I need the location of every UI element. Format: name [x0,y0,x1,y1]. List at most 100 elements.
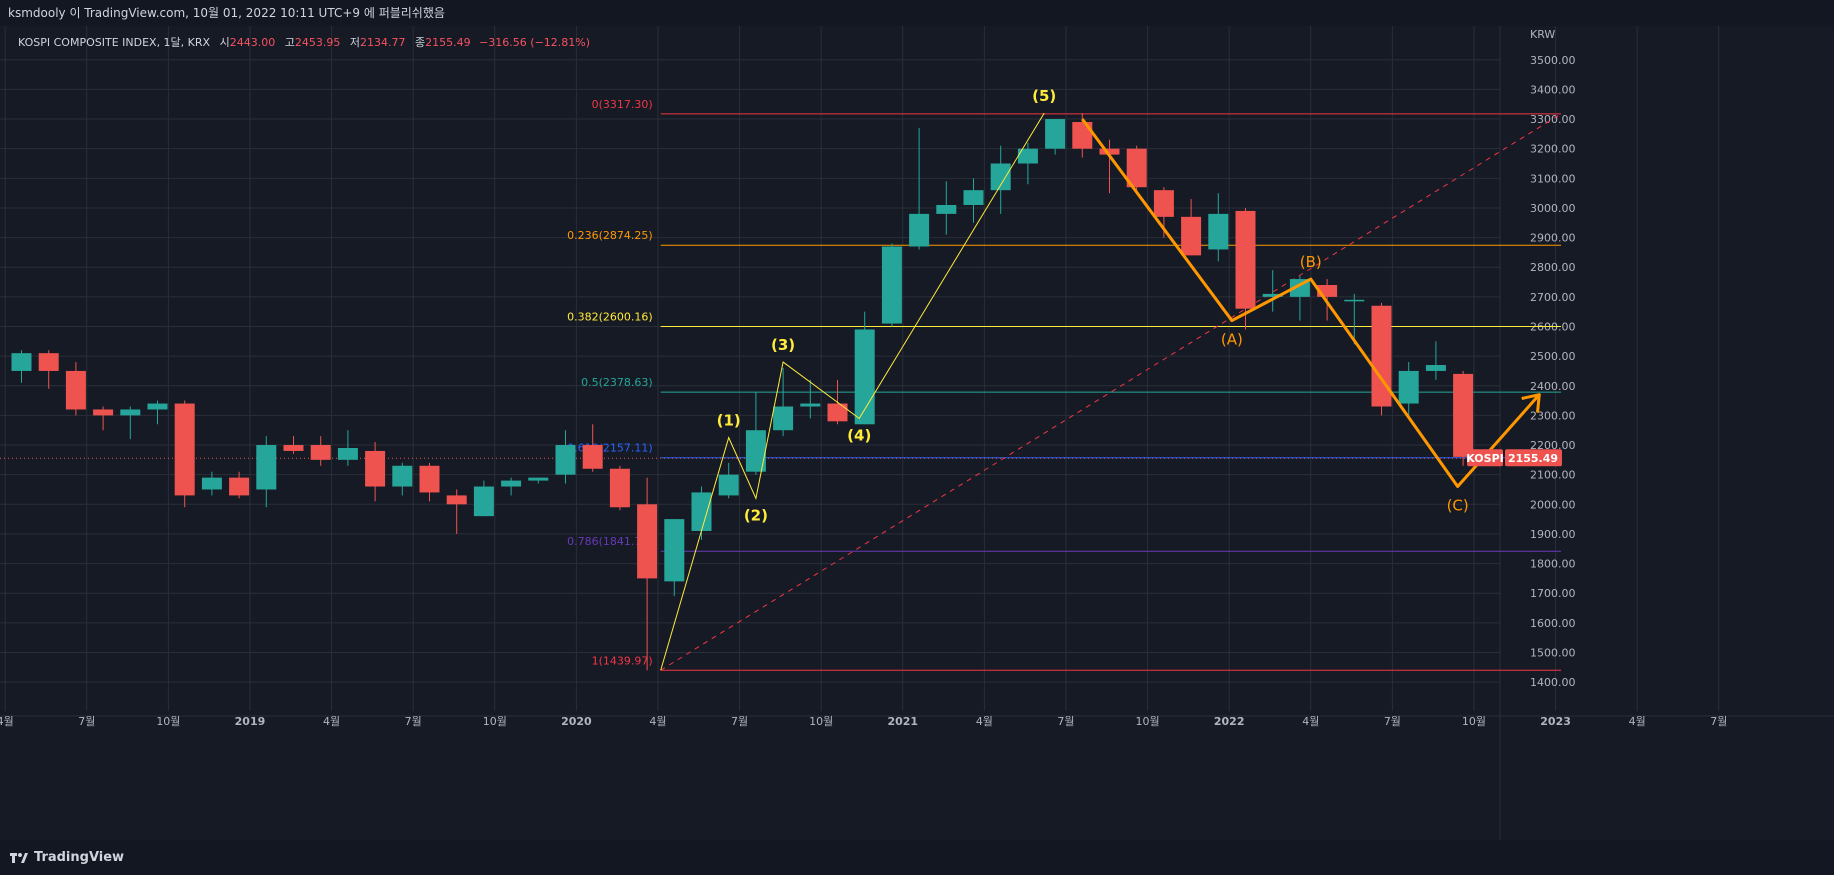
impulse-wave-label: (5) [1032,87,1056,105]
candle-body [1425,365,1446,371]
x-tick-label: 7월 [1384,715,1401,728]
candle-body [147,403,168,410]
y-tick-label: 1900.00 [1530,528,1576,541]
candle-body [881,246,902,324]
tradingview-logo-icon [10,852,28,863]
publisher-line: ksmdooly 이 TradingView.com, 10월 01, 2022… [0,0,1834,26]
candle-body [473,486,494,517]
x-tick-label: 4월 [649,715,666,728]
x-tick-label: 10월 [1462,715,1486,728]
footer-bar: TradingView [0,840,1834,875]
x-tick-label: 7월 [731,715,748,728]
fib-level-label: 0(3317.30) [592,98,653,111]
candle-body [256,445,277,490]
price-tag-value-box [1505,449,1562,467]
candle-body [691,492,712,531]
candle-body [582,445,603,469]
y-tick-label: 3200.00 [1530,143,1576,156]
candle-body [637,504,658,579]
chart-svg[interactable]: 3500.00 3400.00 3300.00 3200.00 3100.00 3000.… [0,26,1834,840]
x-tick-label: 4월 [323,715,340,728]
x-tick-label: 2023 [1540,715,1571,728]
y-tick-label: 3300.00 [1530,113,1576,126]
y-tick-label: 2300.00 [1530,409,1576,422]
candle-body [446,495,467,505]
candle-body [1453,373,1474,457]
currency-label: KRW [1530,28,1555,41]
candle-body [1181,216,1202,256]
x-tick-label: 2019 [235,715,266,728]
candle-body [555,445,576,475]
x-tick-label: 7월 [1710,715,1727,728]
y-tick-label: 1600.00 [1530,617,1576,630]
impulse-wave-label: (3) [771,336,795,354]
x-tick-label: 2020 [561,715,592,728]
y-tick-label: 2500.00 [1530,350,1576,363]
x-tick-label: 4월 [1302,715,1319,728]
x-tick-label: 7월 [78,715,95,728]
candle-body [392,465,413,487]
candle-body [800,403,821,407]
x-tick-label: 4월 [1629,715,1646,728]
candle-body [745,430,766,472]
candle-body [11,353,32,371]
y-tick-label: 2100.00 [1530,469,1576,482]
y-tick-label: 2000.00 [1530,498,1576,511]
candle-body [1208,213,1229,250]
fib-level-label: 1(1439.97) [592,654,653,667]
candle-body [1344,299,1365,302]
y-tick-label: 3500.00 [1530,54,1576,67]
candle-body [1099,148,1120,155]
x-tick-label: 7월 [1057,715,1074,728]
arrow-head-icon [1521,393,1541,413]
candle-body [65,370,86,410]
candle-body [609,468,630,508]
low-label: 저 [349,36,360,49]
tradingview-brand[interactable]: TradingView [34,850,125,865]
candle-body [365,450,386,487]
fib-level-label: 0.382(2600.16) [567,310,653,323]
impulse-wave-label: (2) [744,506,768,524]
fib-level-label: 0.236(2874.25) [567,229,653,242]
candle-body [38,353,59,371]
fib-trend-line [660,113,1562,671]
x-tick-label: 10월 [809,715,833,728]
x-tick-label: 10월 [156,715,180,728]
price-tag-symbol-box [1467,449,1503,467]
y-tick-label: 2900.00 [1530,232,1576,245]
y-tick-label: 1700.00 [1530,587,1576,600]
impulse-wave-label: (1) [717,412,741,430]
candle-body [419,465,440,493]
candle-body [93,409,114,416]
y-tick-label: 1800.00 [1530,558,1576,571]
open-label: 시 [219,36,230,49]
candle-body [174,403,195,496]
y-tick-label: 2600.00 [1530,320,1576,333]
candle-body [1235,210,1256,309]
fib-level-label: 0.786(1841.72) [567,535,653,548]
price-tag-value: 2155.49 [1508,452,1558,465]
x-tick-label: 10월 [1136,715,1160,728]
candle-body [501,480,522,487]
candle-body [337,447,358,460]
y-tick-label: 2700.00 [1530,291,1576,304]
candle-body [1045,119,1066,149]
correction-wave-label: (B) [1300,253,1322,271]
candle-body [909,213,930,247]
candle-body [1153,190,1174,217]
candle-body [718,474,739,496]
price-tag-symbol: KOSPI [1466,452,1503,465]
fib-level-label: 0.5(2378.63) [581,376,653,389]
x-tick-label: 2021 [887,715,918,728]
y-tick-label: 3400.00 [1530,83,1576,96]
candle-body [963,190,984,205]
candle-body [201,477,222,490]
candle-body [773,406,794,431]
candle-body [283,445,304,451]
candle-body [1262,293,1283,297]
y-tick-label: 3000.00 [1530,202,1576,215]
chart-area[interactable]: 3500.00 3400.00 3300.00 3200.00 3100.00 3000.… [0,26,1834,840]
candle-body [664,519,685,582]
x-tick-label: 4월 [0,715,14,728]
candle-body [528,477,549,481]
